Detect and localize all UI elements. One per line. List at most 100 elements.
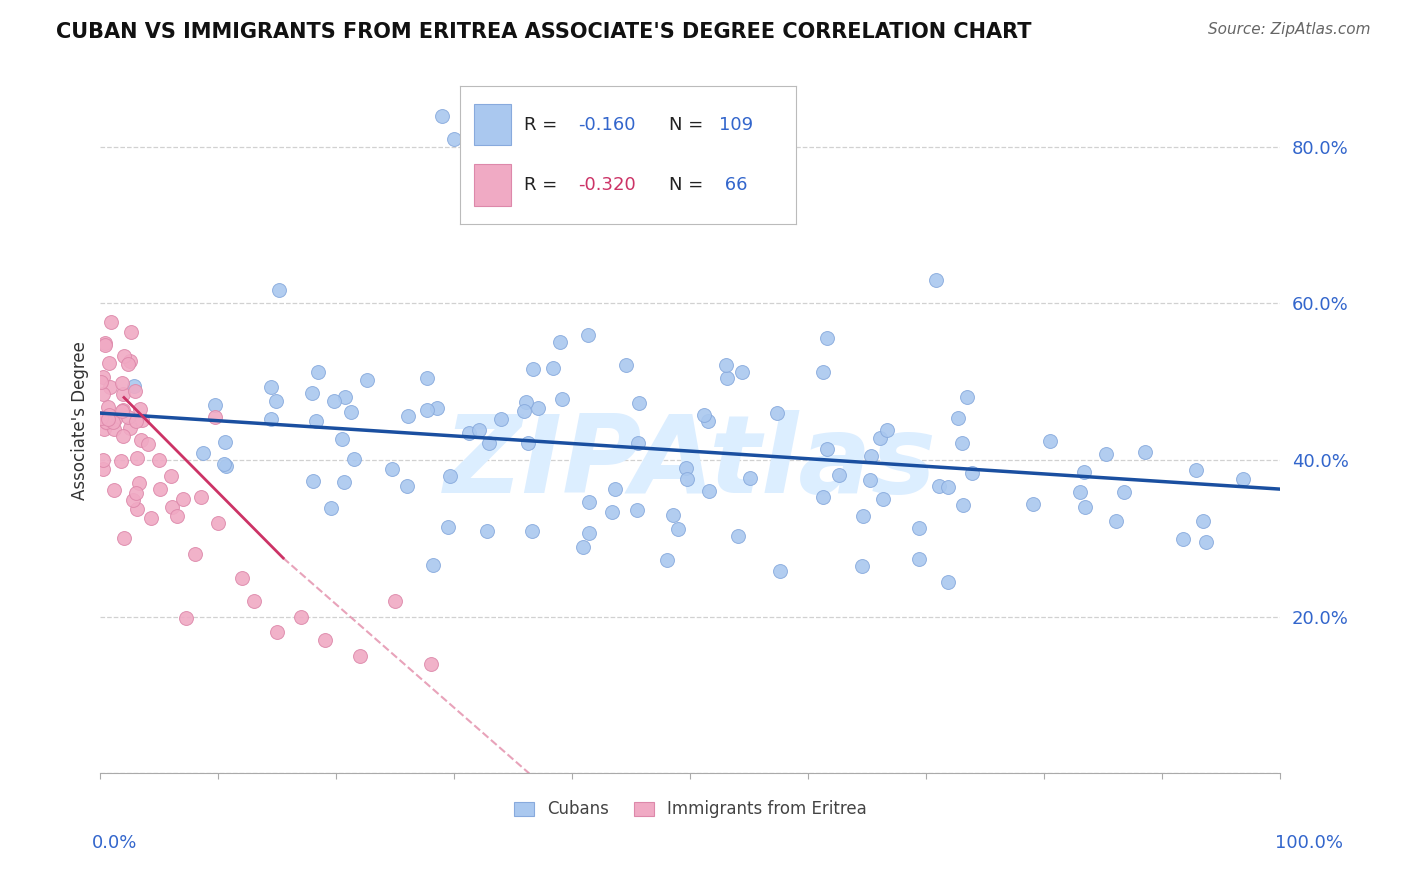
Point [443, 132, 465, 146]
Point [576, 327, 599, 342]
Point [125, 450, 148, 465]
Point [204, 409, 226, 424]
Point [110, 453, 132, 467]
Point [1133, 444, 1156, 458]
Point [491, 411, 513, 425]
Point [925, 273, 948, 287]
Point [290, 609, 312, 624]
Point [952, 498, 974, 512]
Point [520, 524, 543, 538]
Text: Source: ZipAtlas.com: Source: ZipAtlas.com [1208, 22, 1371, 37]
Point [766, 406, 789, 420]
Point [657, 552, 679, 566]
Point [628, 396, 651, 410]
Point [1073, 465, 1095, 479]
Text: ZIPAtlas: ZIPAtlas [444, 410, 936, 516]
Point [396, 409, 419, 424]
Point [125, 486, 148, 500]
Point [1184, 463, 1206, 477]
Point [697, 414, 720, 428]
Point [522, 362, 544, 376]
Point [207, 516, 229, 530]
Point [527, 401, 550, 416]
Point [457, 425, 479, 440]
Point [103, 415, 125, 429]
Point [117, 357, 139, 371]
Point [851, 508, 873, 523]
Point [342, 451, 364, 466]
Point [548, 335, 571, 350]
Point [1171, 533, 1194, 547]
Point [118, 421, 141, 435]
Point [242, 594, 264, 608]
Legend: Cubans, Immigrants from Eritrea: Cubans, Immigrants from Eritrea [508, 794, 873, 825]
Point [356, 373, 378, 387]
Point [730, 365, 752, 379]
Point [572, 540, 595, 554]
Point [605, 483, 627, 497]
Point [908, 521, 931, 535]
Point [148, 453, 170, 467]
Point [103, 412, 125, 426]
Point [578, 494, 600, 508]
Point [305, 414, 328, 428]
Point [956, 390, 979, 404]
Point [176, 611, 198, 625]
Point [716, 371, 738, 385]
Point [349, 648, 371, 663]
Point [330, 433, 353, 447]
Point [475, 524, 498, 538]
Point [122, 492, 145, 507]
Point [515, 395, 537, 409]
Point [89, 376, 111, 390]
Point [129, 402, 152, 417]
Text: CUBAN VS IMMIGRANTS FROM ERITREA ASSOCIATE'S DEGREE CORRELATION CHART: CUBAN VS IMMIGRANTS FROM ERITREA ASSOCIA… [56, 22, 1032, 42]
Point [160, 468, 183, 483]
Point [1114, 485, 1136, 500]
Point [697, 483, 720, 498]
Point [214, 435, 236, 450]
Point [91, 462, 114, 476]
Point [859, 474, 882, 488]
Point [214, 457, 236, 471]
Point [172, 492, 194, 507]
Point [149, 482, 172, 496]
Point [1039, 434, 1062, 448]
Point [811, 491, 834, 505]
Point [125, 502, 148, 516]
Point [111, 404, 134, 418]
Point [541, 361, 564, 376]
Point [666, 522, 689, 536]
Point [384, 594, 406, 608]
Point [662, 508, 685, 522]
Point [928, 479, 950, 493]
Point [322, 394, 344, 409]
Point [962, 466, 984, 480]
Y-axis label: Associate's Degree: Associate's Degree [72, 342, 89, 500]
Point [301, 386, 323, 401]
Point [215, 458, 238, 473]
Point [166, 508, 188, 523]
Point [90, 411, 112, 425]
Point [111, 387, 134, 401]
Point [129, 433, 152, 447]
Point [813, 365, 835, 379]
Point [395, 479, 418, 493]
Point [1192, 514, 1215, 528]
Point [160, 500, 183, 515]
Point [950, 436, 973, 450]
Point [111, 376, 134, 391]
Point [117, 410, 139, 425]
Point [122, 378, 145, 392]
Point [124, 384, 146, 399]
Text: 100.0%: 100.0% [1275, 834, 1343, 852]
Point [478, 436, 501, 450]
Point [936, 480, 959, 494]
Point [340, 405, 363, 419]
Point [93, 421, 115, 435]
Point [94, 336, 117, 351]
Point [859, 449, 882, 463]
Point [112, 429, 135, 443]
Point [120, 353, 142, 368]
Point [100, 315, 122, 329]
